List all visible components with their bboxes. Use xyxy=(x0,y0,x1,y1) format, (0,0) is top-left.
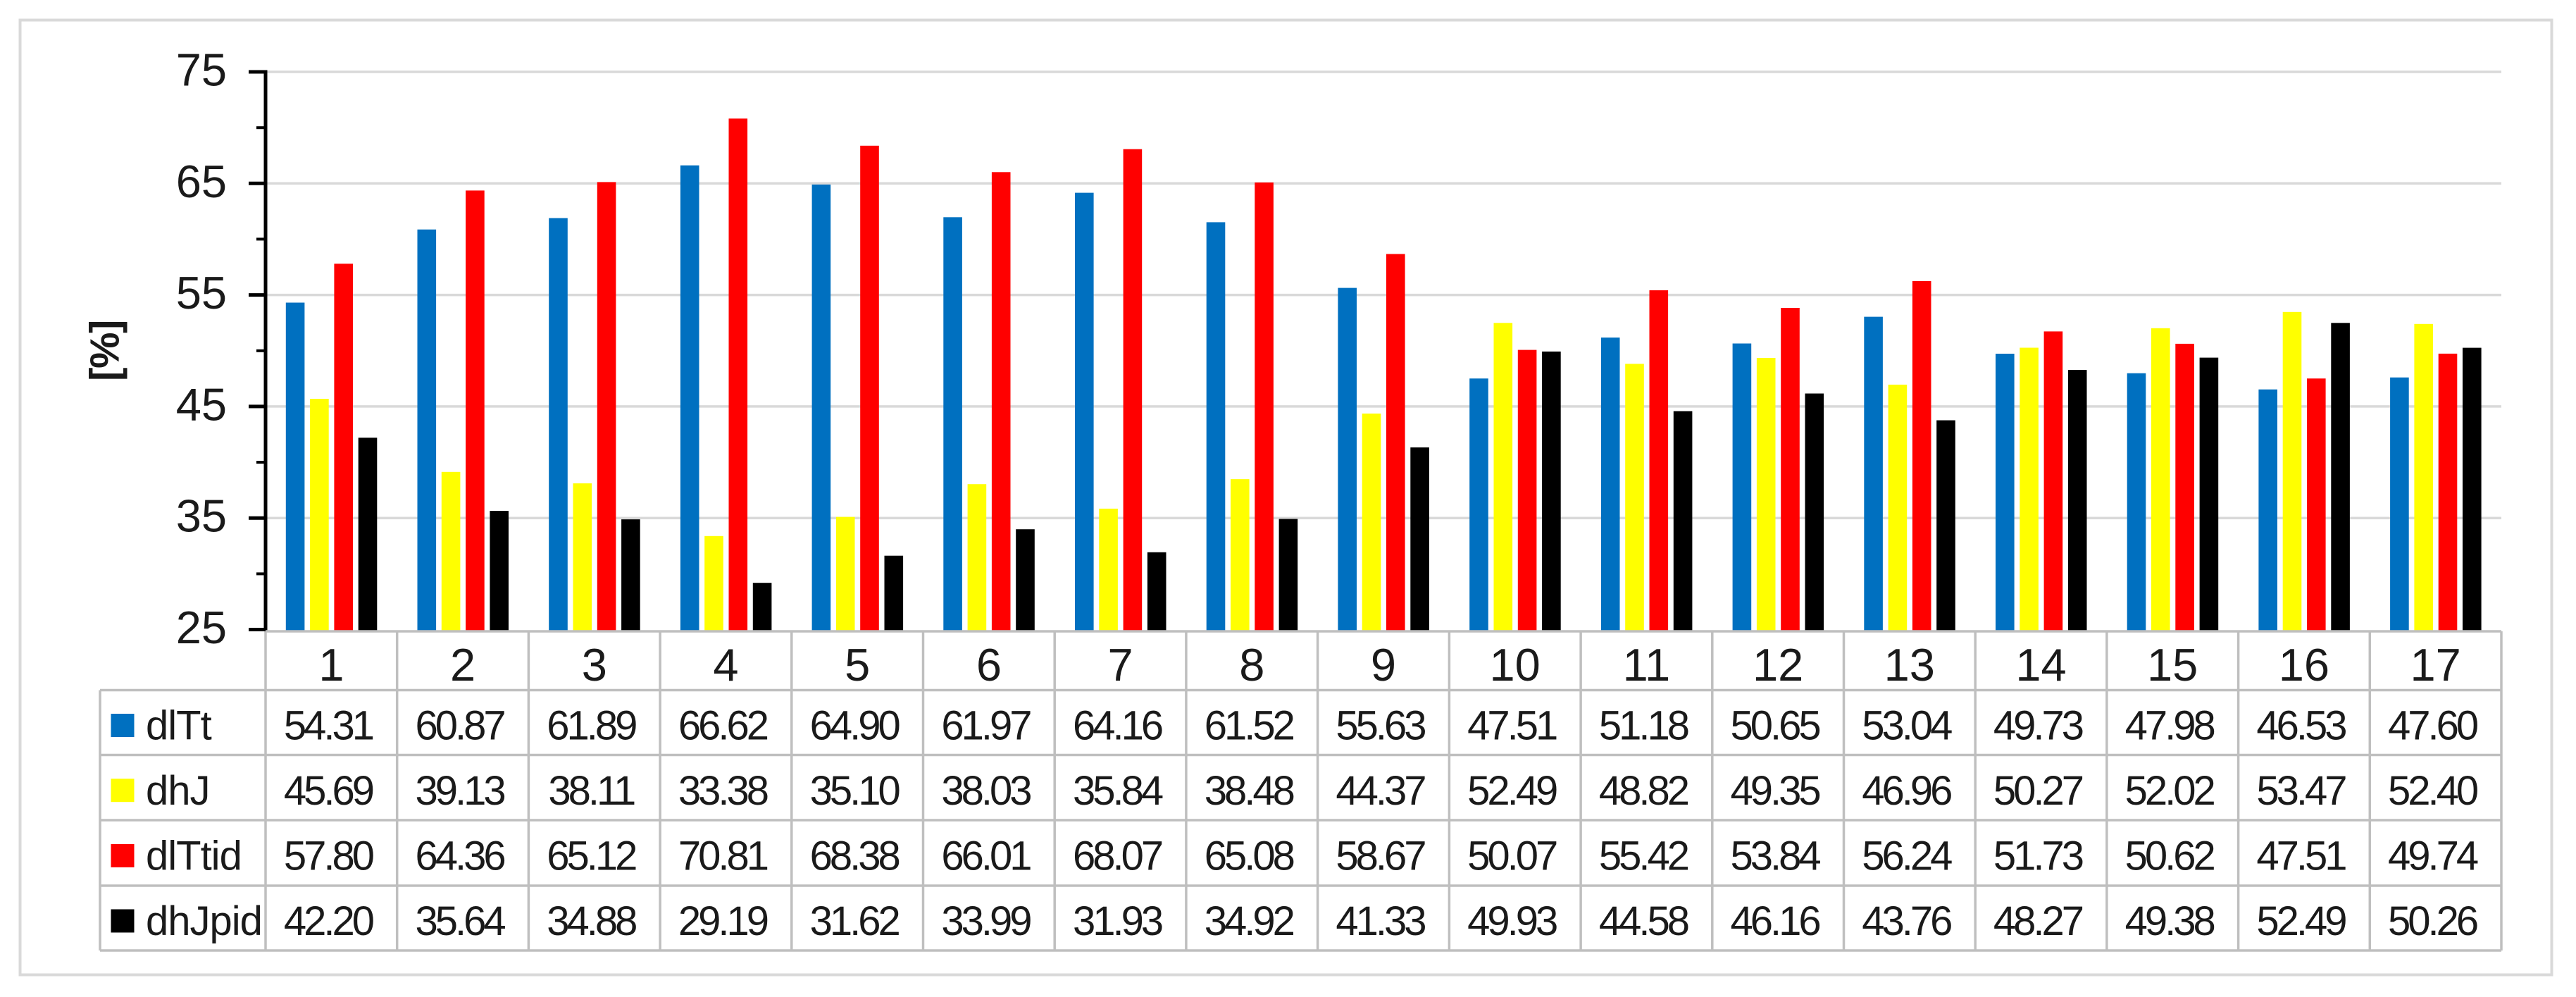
svg-text:2: 2 xyxy=(450,639,475,691)
svg-text:49.74: 49.74 xyxy=(2388,834,2478,879)
svg-text:64.16: 64.16 xyxy=(1073,703,1162,749)
svg-text:44.37: 44.37 xyxy=(1336,768,1425,814)
svg-text:55.63: 55.63 xyxy=(1336,703,1425,749)
svg-text:55.42: 55.42 xyxy=(1599,834,1688,879)
svg-text:39.13: 39.13 xyxy=(416,768,505,814)
svg-text:49.93: 49.93 xyxy=(1467,898,1557,944)
svg-text:53.84: 53.84 xyxy=(1731,834,1821,879)
svg-text:50.65: 50.65 xyxy=(1731,703,1820,749)
svg-text:34.92: 34.92 xyxy=(1205,898,1294,944)
svg-text:35.64: 35.64 xyxy=(416,898,506,944)
svg-text:12: 12 xyxy=(1753,639,1803,691)
svg-text:53.47: 53.47 xyxy=(2256,768,2346,814)
svg-text:68.07: 68.07 xyxy=(1073,834,1162,879)
svg-text:54.31: 54.31 xyxy=(284,703,373,749)
svg-text:49.73: 49.73 xyxy=(1993,703,2083,749)
svg-text:55: 55 xyxy=(176,267,227,318)
svg-text:65.12: 65.12 xyxy=(547,834,636,879)
svg-text:31.93: 31.93 xyxy=(1073,898,1162,944)
svg-text:48.82: 48.82 xyxy=(1599,768,1688,814)
svg-text:33.38: 33.38 xyxy=(678,768,768,814)
svg-text:29.19: 29.19 xyxy=(678,898,768,944)
svg-text:65: 65 xyxy=(176,156,227,207)
svg-text:64.36: 64.36 xyxy=(416,834,505,879)
svg-text:49.35: 49.35 xyxy=(1731,768,1820,814)
svg-text:49.38: 49.38 xyxy=(2125,898,2215,944)
svg-text:66.62: 66.62 xyxy=(678,703,768,749)
svg-text:17: 17 xyxy=(2410,639,2460,691)
svg-text:dlTtid: dlTtid xyxy=(146,834,242,879)
svg-text:70.81: 70.81 xyxy=(678,834,768,879)
svg-text:50.26: 50.26 xyxy=(2388,898,2477,944)
svg-text:dhJ: dhJ xyxy=(146,768,210,814)
svg-text:46.96: 46.96 xyxy=(1862,768,1951,814)
svg-text:52.40: 52.40 xyxy=(2388,768,2477,814)
svg-text:33.99: 33.99 xyxy=(941,898,1031,944)
svg-text:38.03: 38.03 xyxy=(941,768,1031,814)
svg-text:43.76: 43.76 xyxy=(1862,898,1951,944)
svg-text:3: 3 xyxy=(582,639,607,691)
svg-text:48.27: 48.27 xyxy=(1993,898,2083,944)
svg-text:6: 6 xyxy=(976,639,1002,691)
svg-text:50.07: 50.07 xyxy=(1467,834,1557,879)
svg-text:64.90: 64.90 xyxy=(810,703,900,749)
svg-text:dlTt: dlTt xyxy=(146,703,212,749)
svg-text:35.10: 35.10 xyxy=(810,768,900,814)
svg-text:41.33: 41.33 xyxy=(1336,898,1425,944)
svg-text:[%]: [%] xyxy=(82,321,128,381)
svg-text:53.04: 53.04 xyxy=(1862,703,1952,749)
svg-text:52.02: 52.02 xyxy=(2125,768,2215,814)
svg-text:61.97: 61.97 xyxy=(941,703,1031,749)
svg-text:56.24: 56.24 xyxy=(1862,834,1952,879)
svg-text:58.67: 58.67 xyxy=(1336,834,1425,879)
svg-text:dhJpid: dhJpid xyxy=(146,898,262,944)
svg-text:38.11: 38.11 xyxy=(548,768,635,814)
svg-text:7: 7 xyxy=(1108,639,1133,691)
svg-text:35: 35 xyxy=(176,490,227,542)
svg-text:25: 25 xyxy=(176,602,227,653)
svg-text:44.58: 44.58 xyxy=(1599,898,1688,944)
svg-text:61.52: 61.52 xyxy=(1205,703,1294,749)
svg-text:31.62: 31.62 xyxy=(810,898,900,944)
svg-text:34.88: 34.88 xyxy=(547,898,636,944)
svg-text:46.53: 46.53 xyxy=(2256,703,2346,749)
svg-text:47.51: 47.51 xyxy=(1467,703,1557,749)
svg-text:11: 11 xyxy=(1623,639,1670,691)
svg-text:52.49: 52.49 xyxy=(2256,898,2346,944)
svg-text:47.98: 47.98 xyxy=(2125,703,2215,749)
svg-text:51.18: 51.18 xyxy=(1599,703,1688,749)
svg-text:61.89: 61.89 xyxy=(547,703,636,749)
svg-text:8: 8 xyxy=(1239,639,1264,691)
svg-text:50.27: 50.27 xyxy=(1993,768,2083,814)
svg-text:46.16: 46.16 xyxy=(1731,898,1820,944)
svg-text:50.62: 50.62 xyxy=(2125,834,2215,879)
svg-text:38.48: 38.48 xyxy=(1205,768,1294,814)
svg-text:13: 13 xyxy=(1884,639,1935,691)
svg-text:10: 10 xyxy=(1490,639,1541,691)
svg-text:57.80: 57.80 xyxy=(284,834,373,879)
svg-text:66.01: 66.01 xyxy=(941,834,1031,879)
svg-text:16: 16 xyxy=(2279,639,2329,691)
svg-text:51.73: 51.73 xyxy=(1993,834,2083,879)
svg-text:4: 4 xyxy=(713,639,738,691)
svg-text:52.49: 52.49 xyxy=(1467,768,1557,814)
svg-text:65.08: 65.08 xyxy=(1205,834,1294,879)
svg-text:14: 14 xyxy=(2015,639,2066,691)
svg-text:5: 5 xyxy=(845,639,870,691)
svg-text:45.69: 45.69 xyxy=(284,768,373,814)
svg-text:9: 9 xyxy=(1371,639,1396,691)
svg-text:35.84: 35.84 xyxy=(1073,768,1163,814)
svg-text:15: 15 xyxy=(2147,639,2198,691)
svg-text:68.38: 68.38 xyxy=(810,834,900,879)
svg-text:47.51: 47.51 xyxy=(2256,834,2346,879)
svg-text:60.87: 60.87 xyxy=(416,703,505,749)
svg-text:75: 75 xyxy=(176,44,227,96)
svg-text:1: 1 xyxy=(318,639,344,691)
svg-text:42.20: 42.20 xyxy=(284,898,373,944)
svg-text:45: 45 xyxy=(176,378,227,430)
svg-text:47.60: 47.60 xyxy=(2388,703,2477,749)
